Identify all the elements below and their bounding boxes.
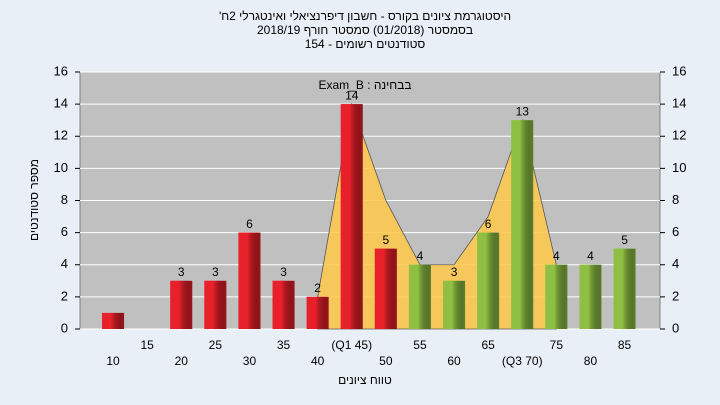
- bar: [306, 296, 329, 329]
- y-tick-label: 16: [54, 63, 68, 78]
- bar: [374, 248, 397, 329]
- x-tick-label: 10: [106, 354, 120, 368]
- value-label: 3: [280, 265, 287, 279]
- x-tick-label: 30: [243, 354, 257, 368]
- value-label: 14: [345, 88, 359, 102]
- annotation: בבחינה : Exam_B: [318, 78, 411, 92]
- value-label: 6: [485, 217, 492, 231]
- x-tick-label: (Q1 45): [331, 338, 372, 352]
- value-label: 3: [451, 265, 458, 279]
- bar: [443, 280, 466, 329]
- bar: [477, 232, 500, 329]
- bar: [340, 104, 363, 329]
- x-tick-label: 60: [447, 354, 461, 368]
- y2-tick-label: 10: [672, 160, 686, 175]
- y2-tick-label: 12: [672, 128, 686, 143]
- y-tick-label: 6: [61, 224, 68, 239]
- bar: [204, 280, 227, 329]
- y-tick-label: 14: [54, 96, 68, 111]
- value-label: 6: [246, 217, 253, 231]
- x-tick-label: (Q3 70): [502, 354, 543, 368]
- bar: [170, 280, 193, 329]
- bar: [238, 232, 261, 329]
- y-tick-label: 2: [61, 288, 68, 303]
- value-label: 5: [621, 233, 628, 247]
- y-tick-label: 8: [61, 192, 68, 207]
- y2-tick-label: 14: [672, 96, 686, 111]
- x-tick-label: 15: [140, 338, 154, 352]
- y-tick-label: 12: [54, 128, 68, 143]
- bar: [408, 264, 431, 329]
- bar: [613, 248, 636, 329]
- x-tick-label: 25: [209, 338, 223, 352]
- x-tick-label: 50: [379, 354, 393, 368]
- bar: [272, 280, 295, 329]
- x-tick-label: 20: [175, 354, 189, 368]
- y2-tick-label: 4: [672, 256, 679, 271]
- bar: [102, 312, 125, 329]
- x-tick-label: 40: [311, 354, 325, 368]
- x-tick-label: 80: [584, 354, 598, 368]
- y2-tick-label: 2: [672, 288, 679, 303]
- x-tick-label: 75: [550, 338, 564, 352]
- x-tick-label: 85: [618, 338, 632, 352]
- value-label: 5: [383, 233, 390, 247]
- y-tick-label: 10: [54, 160, 68, 175]
- bar: [545, 264, 568, 329]
- y2-tick-label: 6: [672, 224, 679, 239]
- bar: [511, 120, 534, 329]
- chart-subtitle: בסמסטר (01/2018) סמסטר חורף 2018/19: [257, 23, 473, 37]
- x-tick-label: 55: [413, 338, 427, 352]
- value-label: 3: [212, 265, 219, 279]
- value-label: 4: [417, 249, 424, 263]
- x-tick-label: 65: [481, 338, 495, 352]
- x-tick-label: 35: [277, 338, 291, 352]
- value-label: 4: [553, 249, 560, 263]
- chart-subtitle: סטודנטים רשומים - 154: [305, 37, 426, 51]
- y-axis-label: מספר סטודנטים: [27, 159, 41, 241]
- bar: [579, 264, 602, 329]
- y2-tick-label: 8: [672, 192, 679, 207]
- value-label: 4: [587, 249, 594, 263]
- y2-tick-label: 0: [672, 320, 679, 335]
- y-tick-label: 0: [61, 320, 68, 335]
- value-label: 13: [516, 104, 530, 118]
- y2-tick-label: 16: [672, 63, 686, 78]
- x-axis-label: טווח ציונים: [338, 373, 392, 387]
- y-tick-label: 4: [61, 256, 68, 271]
- chart-title: היסטוגרמת ציונים בקורס - חשבון דיפרנציאל…: [219, 9, 511, 23]
- value-label: 3: [178, 265, 185, 279]
- value-label: 2: [314, 281, 321, 295]
